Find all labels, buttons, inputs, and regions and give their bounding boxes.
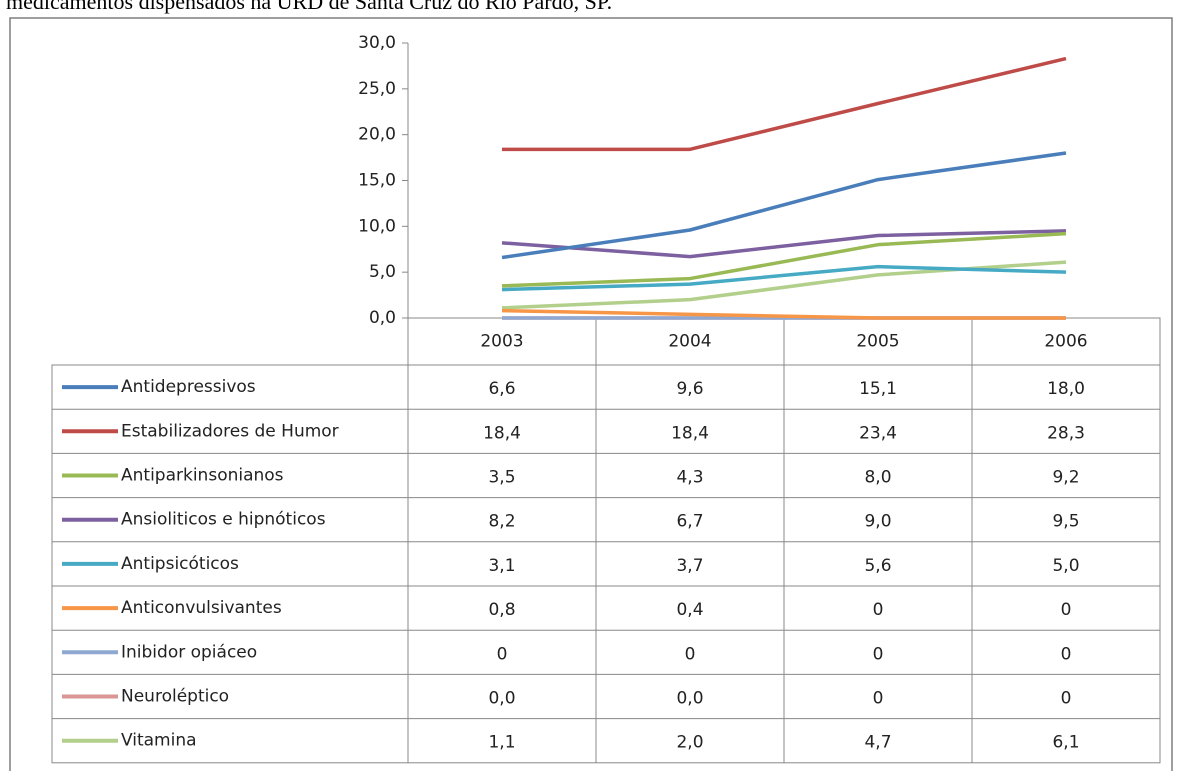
data-label: 4,3: [676, 468, 703, 488]
data-label: 9,0: [864, 512, 891, 532]
data-label: 0,0: [676, 689, 703, 709]
chart-frame: [9, 17, 1173, 771]
caption: medicamentos dispensados na URD de Santa…: [6, 0, 612, 14]
data-label: 6,7: [676, 512, 703, 532]
data-label: 9,6: [676, 379, 703, 399]
data-label: 9,2: [1052, 468, 1079, 488]
x-tick-label: 2003: [480, 332, 523, 352]
data-label: 1,1: [488, 733, 515, 753]
legend-label: Ansioliticos e hipnóticos: [121, 510, 326, 530]
series-line: [501, 229, 1067, 259]
data-label: 0,8: [488, 600, 515, 620]
legend-label: Neuroléptico: [121, 687, 229, 707]
data-label: 15,1: [859, 379, 897, 399]
y-tick-label: 25,0: [358, 79, 396, 99]
y-tick-label: 30,0: [358, 33, 396, 53]
x-tick-label: 2004: [668, 332, 711, 352]
data-label: 0: [873, 689, 884, 709]
y-tick-label: 20,0: [358, 125, 396, 145]
y-tick-label: 10,0: [358, 216, 396, 236]
data-label: 5,0: [1052, 556, 1079, 576]
legend-label: Antidepressivos: [121, 377, 256, 397]
data-label: 0,0: [488, 689, 515, 709]
data-label: 18,4: [483, 423, 521, 443]
data-label: 4,7: [864, 733, 891, 753]
series-line: [502, 56, 1067, 152]
data-label: 3,5: [488, 468, 515, 488]
y-tick-label: 0,0: [369, 308, 396, 328]
data-label: 0: [497, 644, 508, 664]
data-label: 23,4: [859, 423, 897, 443]
data-label: 2,0: [676, 733, 703, 753]
series-line: [501, 151, 1067, 260]
data-label: 3,1: [488, 556, 515, 576]
legend-label: Vitamina: [121, 731, 197, 751]
data-label: 18,0: [1047, 379, 1085, 399]
legend-label: Estabilizadores de Humor: [121, 421, 339, 441]
data-label: 6,1: [1052, 733, 1079, 753]
legend-label: Antiparkinsonianos: [121, 466, 284, 486]
data-label: 8,0: [864, 468, 891, 488]
data-label: 0: [685, 644, 696, 664]
x-tick-label: 2006: [1044, 332, 1087, 352]
legend-label: Inibidor opiáceo: [121, 642, 257, 662]
series-line: [501, 308, 1066, 320]
data-label: 18,4: [671, 423, 709, 443]
y-tick-label: 15,0: [358, 171, 396, 191]
y-tick-label: 5,0: [369, 262, 396, 282]
data-label: 6,6: [488, 379, 515, 399]
table-body: [51, 364, 1161, 764]
data-label: 3,7: [676, 556, 703, 576]
series-line: [501, 231, 1067, 288]
data-label: 0,4: [676, 600, 703, 620]
data-label: 5,6: [864, 556, 891, 576]
data-label: 9,5: [1052, 512, 1079, 532]
series-line: [501, 264, 1067, 292]
data-label: 0: [873, 600, 884, 620]
legend-label: Antipsicóticos: [121, 554, 239, 574]
data-label: 0: [1061, 600, 1072, 620]
x-tick-label: 2005: [856, 332, 899, 352]
data-label: 28,3: [1047, 423, 1085, 443]
data-label: 0: [1061, 644, 1072, 664]
data-label: 8,2: [488, 512, 515, 532]
data-label: 0: [873, 644, 884, 664]
legend-label: Anticonvulsivantes: [121, 598, 282, 618]
data-label: 0: [1061, 689, 1072, 709]
